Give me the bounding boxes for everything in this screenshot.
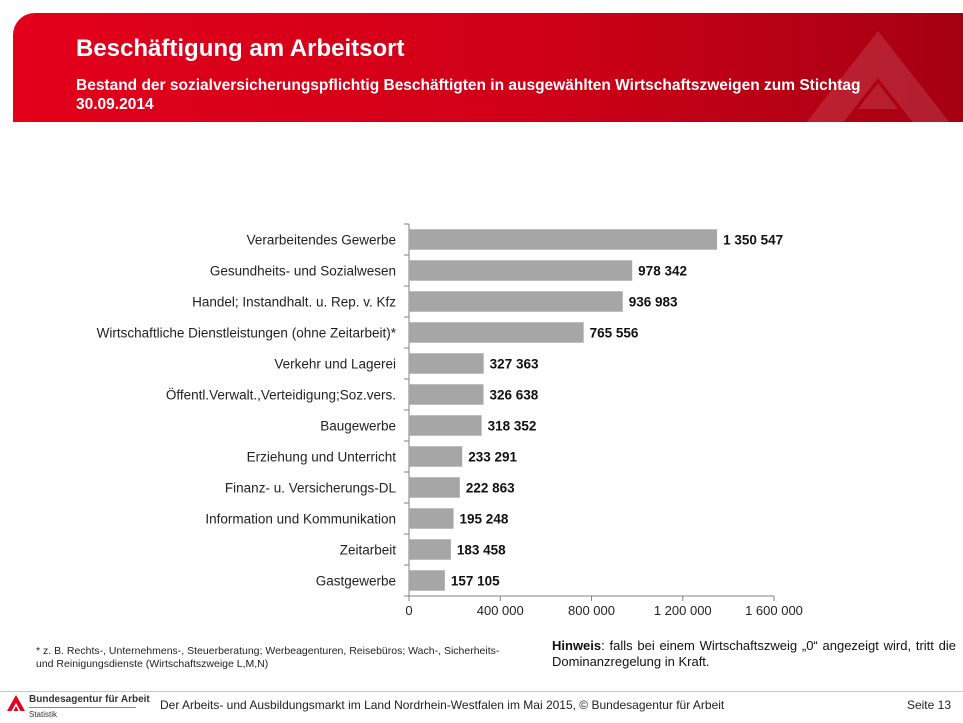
- hint-note: Hinweis: falls bei einem Wirtschaftszwei…: [552, 638, 956, 670]
- category-label: Finanz- u. Versicherungs-DL: [225, 481, 397, 496]
- value-label: 222 863: [466, 481, 515, 496]
- category-label: Verkehr und Lagerei: [274, 357, 396, 372]
- bar: [409, 229, 718, 250]
- value-label: 326 638: [490, 388, 539, 403]
- ba-logo: Bundesagentur für Arbeit Statistik: [4, 693, 154, 723]
- value-label: 936 983: [629, 295, 678, 310]
- page-title: Beschäftigung am Arbeitsort: [76, 35, 405, 62]
- bar: [409, 260, 633, 281]
- value-label: 327 363: [490, 357, 539, 372]
- bar: [409, 539, 451, 560]
- hint-label: Hinweis: [552, 638, 602, 653]
- bar: [409, 322, 584, 343]
- value-label: 183 458: [457, 543, 506, 558]
- page-number: Seite 13: [906, 698, 951, 712]
- category-label: Baugewerbe: [320, 419, 396, 434]
- category-label: Information und Kommunikation: [205, 512, 396, 527]
- x-tick-label: 1 200 000: [654, 603, 712, 618]
- bar: [409, 353, 484, 374]
- value-label: 157 105: [451, 574, 500, 589]
- value-label: 1 350 547: [723, 233, 783, 248]
- value-label: 765 556: [590, 326, 639, 341]
- ba-logo-watermark-icon: [806, 31, 950, 122]
- x-tick-label: 0: [405, 603, 412, 618]
- bar: [409, 446, 463, 467]
- ba-logo-divider: [29, 707, 136, 708]
- bar: [409, 291, 623, 312]
- bar: [409, 384, 484, 405]
- page-subtitle: Bestand der sozialversicherungspflichtig…: [76, 77, 861, 113]
- value-label: 233 291: [468, 450, 517, 465]
- category-label: Erziehung und Unterricht: [247, 450, 397, 465]
- value-label: 195 248: [460, 512, 509, 527]
- footer-divider: [0, 691, 963, 692]
- value-label: 978 342: [638, 264, 687, 279]
- category-label: Gastgewerbe: [316, 574, 396, 589]
- value-label: 318 352: [488, 419, 537, 434]
- category-label: Verarbeitendes Gewerbe: [247, 233, 396, 248]
- hint-text: : falls bei einem Wirtschaftszweig „0“ a…: [552, 638, 956, 669]
- ba-logo-name: Bundesagentur für Arbeit: [29, 694, 150, 705]
- bar-chart: 0 400 000 800 000 1 200 000 1 600 000 Verarb…: [97, 223, 803, 618]
- bar: [409, 415, 482, 436]
- footer-source: Der Arbeits- und Ausbildungsmarkt im Lan…: [160, 698, 725, 712]
- x-tick-label: 1 600 000: [745, 603, 803, 618]
- x-tick-label: 400 000: [477, 603, 524, 618]
- ba-logo-icon: [7, 695, 25, 711]
- ba-logo-dept: Statistik: [29, 710, 58, 719]
- bar: [409, 477, 460, 498]
- category-label: Zeitarbeit: [340, 543, 397, 558]
- category-label: Gesundheits- und Sozialwesen: [210, 264, 396, 279]
- bar: [409, 508, 454, 529]
- header-banner: Beschäftigung am Arbeitsort Bestand der …: [13, 13, 963, 122]
- bar: [409, 570, 445, 591]
- category-label: Öffentl.Verwalt.,Verteidigung;Soz.vers.: [166, 388, 396, 403]
- category-label: Handel; Instandhalt. u. Rep. v. Kfz: [192, 295, 396, 310]
- category-label: Wirtschaftliche Dienstleistungen (ohne Z…: [97, 326, 397, 341]
- x-tick-label: 800 000: [568, 603, 615, 618]
- footnote: * z. B. Rechts-, Unternehmens-, Steuerbe…: [36, 645, 500, 670]
